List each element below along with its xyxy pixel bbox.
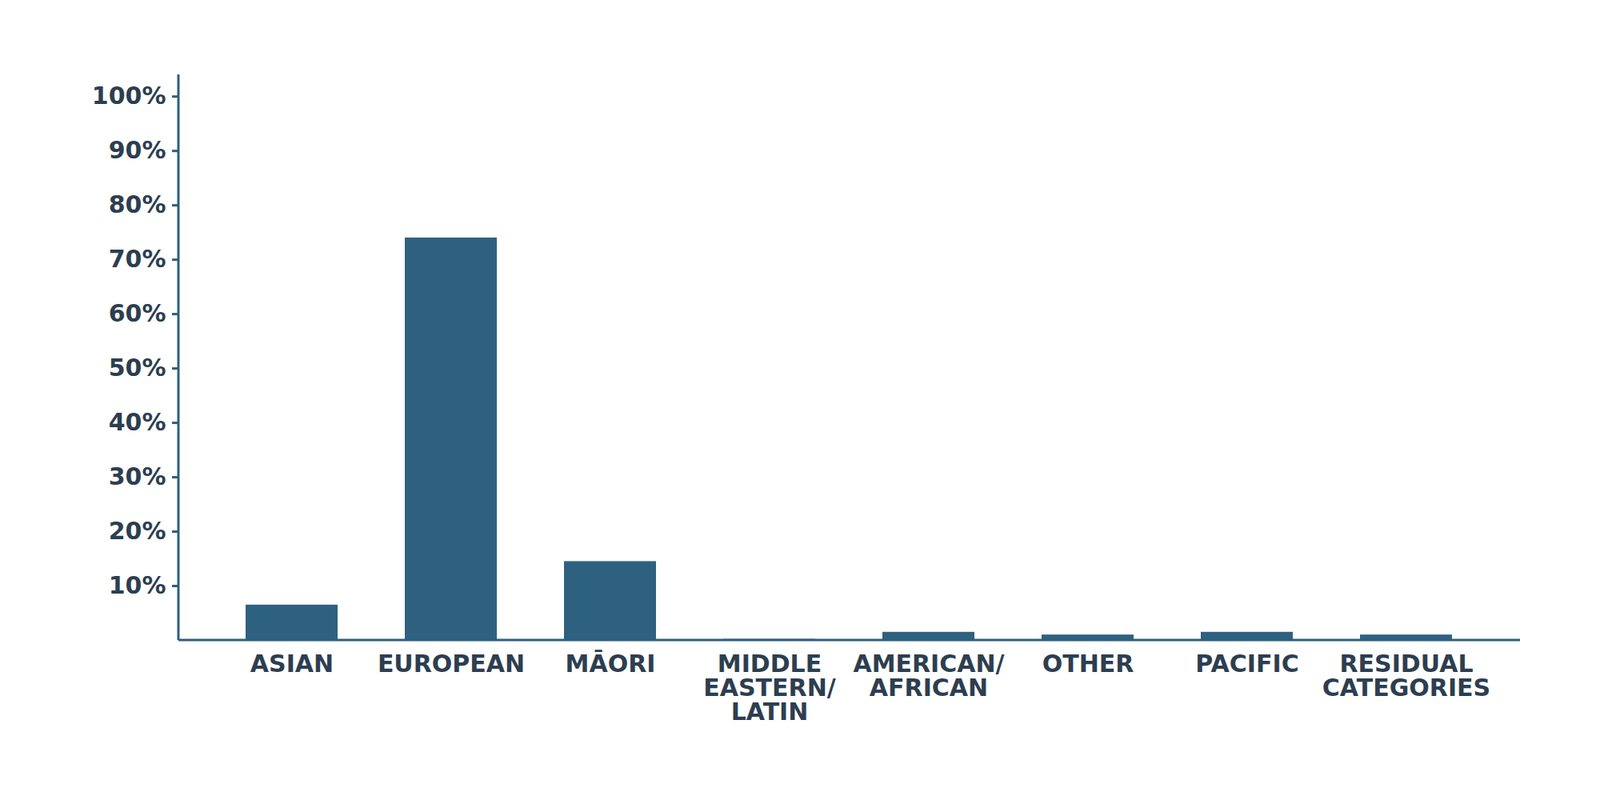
svg-text:100%: 100% [92, 81, 167, 110]
svg-text:30%: 30% [108, 462, 167, 491]
svg-text:ASIAN: ASIAN [250, 649, 334, 678]
svg-text:10%: 10% [108, 571, 167, 600]
svg-text:60%: 60% [108, 299, 167, 328]
svg-text:PACIFIC: PACIFIC [1195, 649, 1299, 678]
svg-text:50%: 50% [108, 353, 167, 382]
svg-text:90%: 90% [108, 136, 167, 164]
svg-text:40%: 40% [108, 408, 167, 436]
svg-text:20%: 20% [108, 516, 167, 545]
svg-text:AMERICAN/AFRICAN: AMERICAN/AFRICAN [852, 649, 1004, 702]
svg-text:80%: 80% [108, 190, 167, 219]
svg-text:EUROPEAN: EUROPEAN [377, 649, 525, 678]
svg-text:OTHER: OTHER [1042, 649, 1135, 678]
svg-text:MIDDLEEASTERN/LATIN: MIDDLEEASTERN/LATIN [703, 649, 836, 726]
svg-text:70%: 70% [108, 244, 167, 273]
svg-text:MĀORI: MĀORI [565, 649, 656, 678]
svg-text:RESIDUALCATEGORIES: RESIDUALCATEGORIES [1322, 649, 1491, 702]
